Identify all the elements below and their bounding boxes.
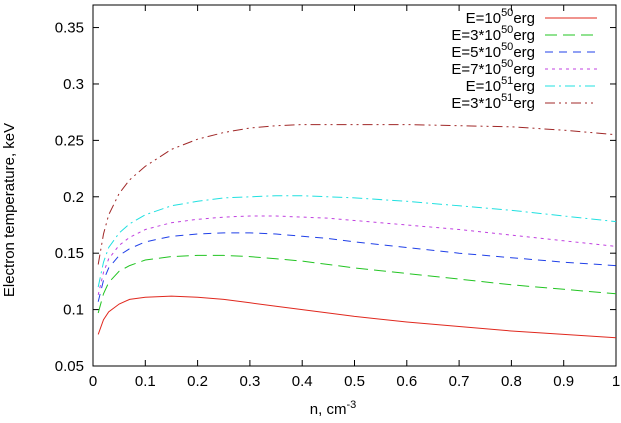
series-line: [97, 295, 617, 339]
x-tick-label: 0.6: [396, 373, 417, 390]
legend-entry: E=5*1050erg: [451, 41, 535, 61]
y-tick-label: 0.15: [55, 245, 84, 262]
legend-entry: E=1050erg: [466, 7, 535, 27]
series-line: [97, 232, 617, 302]
series-line: [97, 195, 617, 288]
y-tick-label: 0.35: [55, 20, 84, 37]
legend-entry: E=1051erg: [466, 75, 535, 95]
x-axis-label: n, cm-3: [310, 399, 356, 418]
x-tick-label: 0.5: [344, 373, 365, 390]
x-tick-label: 0.8: [501, 373, 522, 390]
legend-entry: E=3*1050erg: [451, 24, 535, 44]
y-tick-label: 0.3: [63, 76, 84, 93]
y-axis-label: Electron temperature, keV: [1, 123, 18, 297]
x-axis-label-exponent: -3: [346, 399, 356, 411]
x-tick-label: 0.9: [553, 373, 574, 390]
tick-labels: 0 0.1 0.2 0.3 0.4 0.5 0.6 0.7 0.8 0.9 1 0.05 0.1 0.15…: [55, 20, 620, 390]
series-line: [97, 254, 617, 314]
x-tick-label: 1: [612, 373, 620, 390]
legend-entry: E=7*1050erg: [451, 58, 535, 78]
series-line: [97, 124, 617, 265]
legend: E=1050ergE=3*1050ergE=5*1050ergE=7*1050e…: [451, 7, 597, 112]
plot-frame: [92, 4, 617, 367]
x-axis-label-base: n, cm: [310, 401, 347, 418]
x-tick-label: 0.1: [135, 373, 156, 390]
x-tick-label: 0.4: [292, 373, 313, 390]
y-tick-label: 0.05: [55, 358, 84, 375]
series-line: [97, 215, 617, 296]
x-tick-label: 0.2: [187, 373, 208, 390]
legend-entry: E=3*1051erg: [451, 92, 535, 112]
x-tick-label: 0.3: [239, 373, 260, 390]
x-tick-label: 0: [89, 373, 97, 390]
series-lines: [97, 124, 617, 339]
x-tick-label: 0.7: [449, 373, 470, 390]
y-tick-label: 0.2: [63, 189, 84, 206]
plot-border: [92, 4, 617, 367]
axis-ticks: [92, 5, 617, 367]
y-tick-label: 0.25: [55, 132, 84, 149]
y-tick-label: 0.1: [63, 302, 84, 319]
